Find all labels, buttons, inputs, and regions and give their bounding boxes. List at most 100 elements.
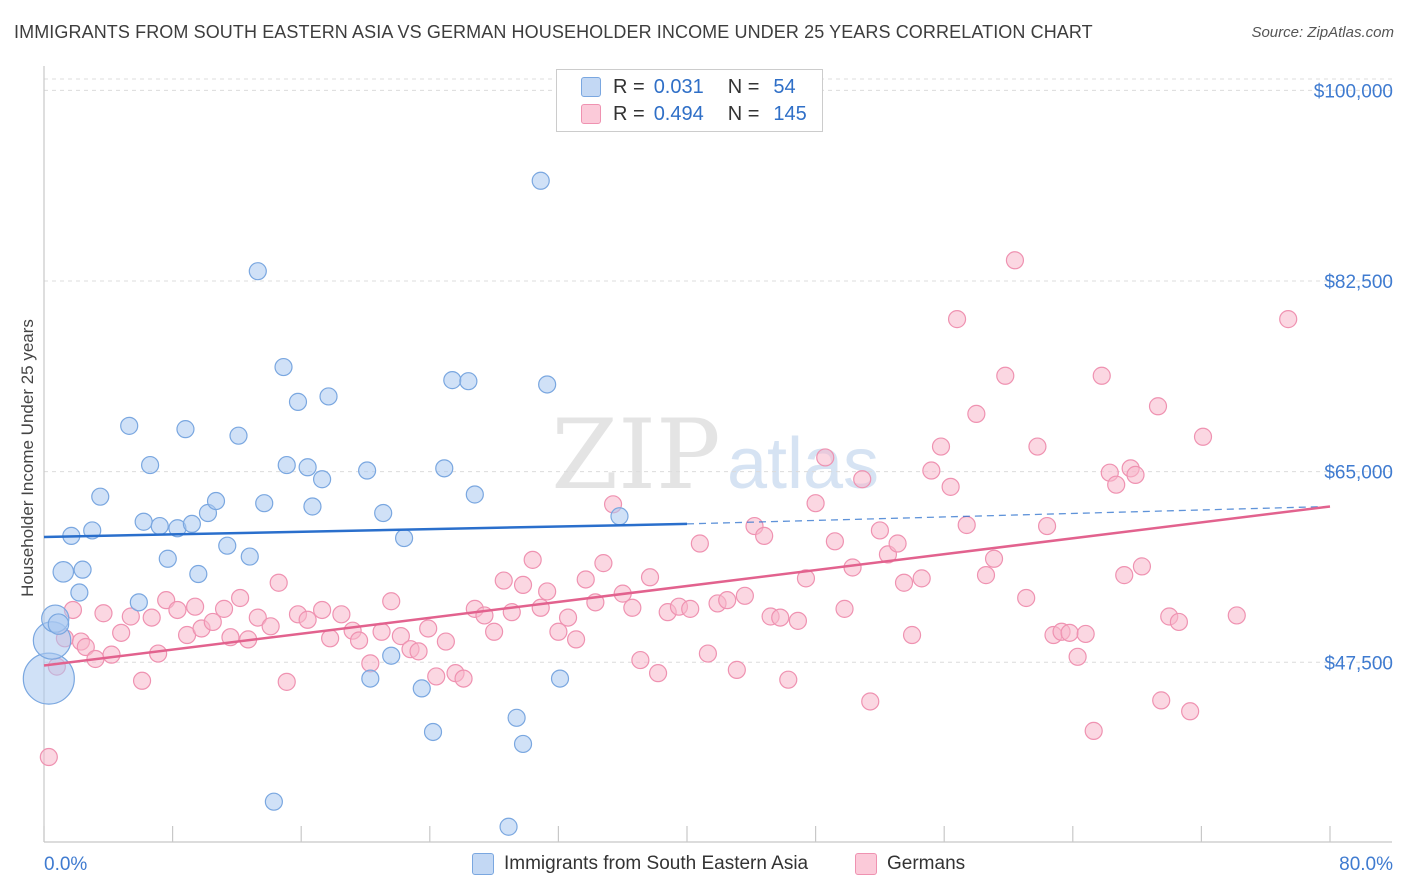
sea-immigrant-points	[22, 171, 629, 836]
x-tick-label: 0.0%	[44, 854, 87, 875]
germans-point	[1126, 465, 1145, 484]
legend-n-value: 54	[773, 75, 796, 98]
sea-immigrant-point	[499, 817, 518, 836]
germans-point	[1227, 606, 1246, 625]
germans-point	[485, 622, 504, 641]
germans-point	[912, 569, 931, 588]
germans-point	[1076, 624, 1095, 644]
germans-point	[419, 619, 438, 638]
bottom-legend-swatch-blue	[472, 853, 494, 875]
germans-point	[718, 591, 737, 610]
y-tick-label: $100,000	[1314, 81, 1393, 102]
germans-point	[1148, 397, 1168, 416]
germans-point	[690, 534, 709, 553]
germans-point	[870, 521, 890, 540]
sea-immigrant-point	[274, 357, 293, 377]
legend-r-label: R =	[613, 75, 645, 98]
legend-row-sea: R = 0.031 N = 54	[581, 75, 796, 99]
germans-point	[436, 632, 455, 651]
germans-point	[349, 631, 369, 650]
germans-point	[941, 477, 960, 496]
legend-n-label: N =	[727, 75, 760, 98]
germans-point	[203, 612, 222, 632]
germans-point	[835, 599, 854, 618]
germans-point	[698, 644, 717, 663]
germans-point	[94, 604, 113, 623]
germans-point	[1169, 612, 1188, 632]
germans-point	[1092, 366, 1111, 385]
bottom-legend-swatch-pink	[855, 853, 877, 875]
source-note: Source: ZipAtlas.com	[1251, 24, 1394, 41]
germans-point	[1017, 588, 1036, 608]
tick-labels: $47,500 $65,000 $82,500 $100,000 0.0% 80.0%	[44, 81, 1393, 875]
germans-point	[277, 672, 296, 691]
stats-legend: R = 0.031 N = 54 R = 0.494 N = 145	[556, 69, 823, 132]
germans-point	[967, 404, 986, 423]
germans-point	[231, 588, 250, 608]
sea-immigrant-point	[182, 514, 201, 534]
sea-immigrant-point	[264, 792, 283, 811]
germans-point	[538, 582, 557, 601]
bottom-legend-sea: Immigrants from South Eastern Asia	[472, 851, 808, 877]
sea-immigrant-point	[465, 485, 484, 504]
sea-immigrant-point	[189, 564, 208, 584]
sea-immigrant-point	[91, 487, 110, 506]
germans-point	[298, 610, 317, 629]
sea-immigrant-point	[435, 459, 454, 478]
sea-immigrant-point	[158, 549, 177, 568]
germans-point	[631, 650, 650, 670]
germans-point	[779, 670, 798, 689]
germans-point	[1060, 623, 1079, 642]
sea-immigrant-point	[423, 722, 443, 742]
germans-point	[648, 664, 668, 683]
trend-lines	[43, 505, 1331, 667]
germans-point	[549, 622, 568, 641]
sea-immigrant-point	[550, 669, 570, 688]
sea-immigrant-point	[361, 669, 380, 688]
germans-point	[931, 437, 951, 456]
sea-immigrant-point	[358, 461, 377, 480]
legend-swatch-pink	[581, 104, 601, 124]
germans-point	[523, 550, 542, 569]
germans-point	[1115, 566, 1134, 585]
sea-immigrant-point	[382, 646, 401, 665]
germans-point	[755, 526, 774, 545]
sea-immigrant-point	[298, 458, 317, 477]
germans-point	[566, 630, 586, 649]
sea-immigrant-point	[459, 372, 478, 391]
germans-point	[806, 494, 825, 513]
sea-immigrant-point	[319, 387, 338, 406]
germans-point	[902, 625, 922, 645]
germans-point	[640, 568, 660, 587]
germans-point	[132, 671, 152, 690]
germans-point	[861, 692, 880, 711]
germans-point	[888, 534, 907, 553]
germans-point	[576, 570, 595, 589]
sea-immigrant-point	[507, 708, 526, 727]
germans-point	[825, 532, 844, 551]
sea-immigrant-point	[255, 494, 274, 513]
sea-immigrant-point	[288, 392, 308, 411]
legend-r-value: 0.031	[653, 75, 704, 98]
bottom-legend-label: Germans	[887, 853, 966, 874]
legend-n-label: N =	[727, 102, 760, 125]
germans-point	[214, 599, 234, 618]
y-tick-label: $82,500	[1324, 272, 1393, 293]
sea-immigrant-point	[538, 375, 557, 394]
sea-immigrant-point	[303, 497, 322, 516]
x-tick-label: 80.0%	[1339, 854, 1393, 875]
germans-point	[494, 571, 513, 590]
germans-point	[142, 608, 161, 627]
watermark-zip: ZIP	[551, 399, 720, 511]
sea-immigrant-point	[531, 171, 550, 190]
germans-point	[1028, 437, 1047, 456]
germans-point	[1193, 427, 1213, 446]
sea-immigrant-point	[443, 371, 462, 390]
sea-immigrant-point	[129, 593, 148, 612]
y-tick-label: $47,500	[1324, 653, 1393, 674]
sea-immigrant-point	[610, 507, 629, 526]
germans-point	[735, 586, 754, 605]
germans-point	[39, 747, 58, 767]
germans-point	[168, 600, 187, 620]
germans-point	[1068, 647, 1087, 666]
